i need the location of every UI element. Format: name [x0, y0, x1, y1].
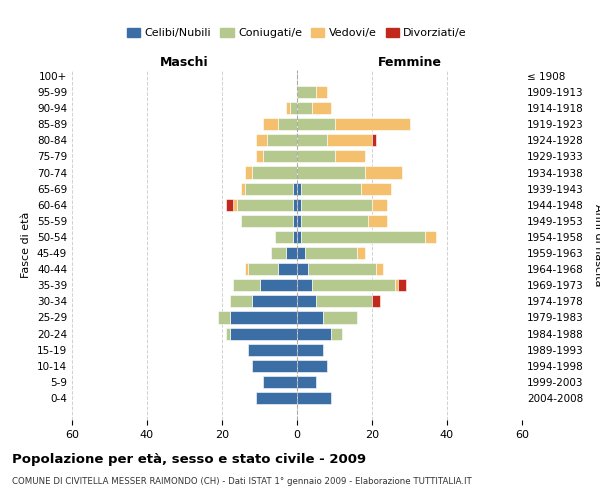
Bar	[252, 166, 297, 178]
Bar	[267, 134, 297, 146]
Bar	[293, 198, 297, 211]
Bar	[241, 182, 245, 194]
Bar	[301, 215, 368, 227]
Text: Maschi: Maschi	[160, 56, 209, 70]
Bar	[226, 198, 233, 211]
Bar	[297, 150, 335, 162]
Bar	[248, 344, 297, 356]
Legend: Celibi/Nubili, Coniugati/e, Vedovi/e, Divorziati/e: Celibi/Nubili, Coniugati/e, Vedovi/e, Di…	[122, 23, 472, 42]
Bar	[245, 263, 248, 275]
Bar	[312, 102, 331, 114]
Bar	[331, 328, 342, 340]
Bar	[297, 231, 301, 243]
Bar	[301, 182, 361, 194]
Bar	[256, 134, 267, 146]
Bar	[293, 231, 297, 243]
Bar	[395, 279, 398, 291]
Bar	[368, 215, 387, 227]
Bar	[263, 118, 278, 130]
Bar	[425, 231, 436, 243]
Text: COMUNE DI CIVITELLA MESSER RAIMONDO (CH) - Dati ISTAT 1° gennaio 2009 - Elaboraz: COMUNE DI CIVITELLA MESSER RAIMONDO (CH)…	[12, 478, 472, 486]
Y-axis label: Anni di nascita: Anni di nascita	[593, 204, 600, 286]
Bar	[293, 215, 297, 227]
Bar	[316, 86, 327, 98]
Bar	[297, 247, 305, 259]
Bar	[297, 392, 331, 404]
Bar	[372, 134, 376, 146]
Bar	[297, 86, 316, 98]
Bar	[372, 296, 380, 308]
Bar	[297, 263, 308, 275]
Bar	[256, 392, 297, 404]
Bar	[260, 279, 297, 291]
Bar	[301, 198, 372, 211]
Bar	[263, 150, 297, 162]
Bar	[252, 296, 297, 308]
Bar	[376, 263, 383, 275]
Bar	[297, 344, 323, 356]
Bar	[297, 312, 323, 324]
Bar	[290, 102, 297, 114]
Bar	[297, 215, 301, 227]
Bar	[245, 166, 252, 178]
Bar	[278, 263, 297, 275]
Bar	[297, 198, 301, 211]
Bar	[297, 166, 365, 178]
Bar	[245, 182, 293, 194]
Bar	[275, 231, 293, 243]
Bar	[335, 150, 365, 162]
Bar	[305, 247, 357, 259]
Text: Popolazione per età, sesso e stato civile - 2009: Popolazione per età, sesso e stato civil…	[12, 452, 366, 466]
Bar	[297, 296, 316, 308]
Bar	[293, 182, 297, 194]
Bar	[297, 360, 327, 372]
Bar	[372, 198, 387, 211]
Bar	[233, 279, 260, 291]
Bar	[398, 279, 406, 291]
Bar	[286, 247, 297, 259]
Bar	[297, 376, 316, 388]
Bar	[252, 360, 297, 372]
Bar	[365, 166, 402, 178]
Bar	[271, 247, 286, 259]
Text: Femmine: Femmine	[377, 56, 442, 70]
Bar	[297, 279, 312, 291]
Bar	[237, 198, 293, 211]
Bar	[297, 118, 335, 130]
Bar	[286, 102, 290, 114]
Bar	[263, 376, 297, 388]
Bar	[229, 296, 252, 308]
Bar	[316, 296, 372, 308]
Bar	[297, 134, 327, 146]
Bar	[229, 312, 297, 324]
Bar	[357, 247, 365, 259]
Bar	[335, 118, 409, 130]
Bar	[308, 263, 376, 275]
Bar	[297, 102, 312, 114]
Bar	[248, 263, 278, 275]
Bar	[218, 312, 229, 324]
Bar	[241, 215, 293, 227]
Bar	[229, 328, 297, 340]
Bar	[301, 231, 425, 243]
Bar	[327, 134, 372, 146]
Bar	[297, 182, 301, 194]
Bar	[312, 279, 395, 291]
Bar	[226, 328, 229, 340]
Bar	[233, 198, 237, 211]
Bar	[361, 182, 391, 194]
Bar	[256, 150, 263, 162]
Bar	[278, 118, 297, 130]
Y-axis label: Fasce di età: Fasce di età	[22, 212, 31, 278]
Bar	[297, 328, 331, 340]
Bar	[323, 312, 357, 324]
